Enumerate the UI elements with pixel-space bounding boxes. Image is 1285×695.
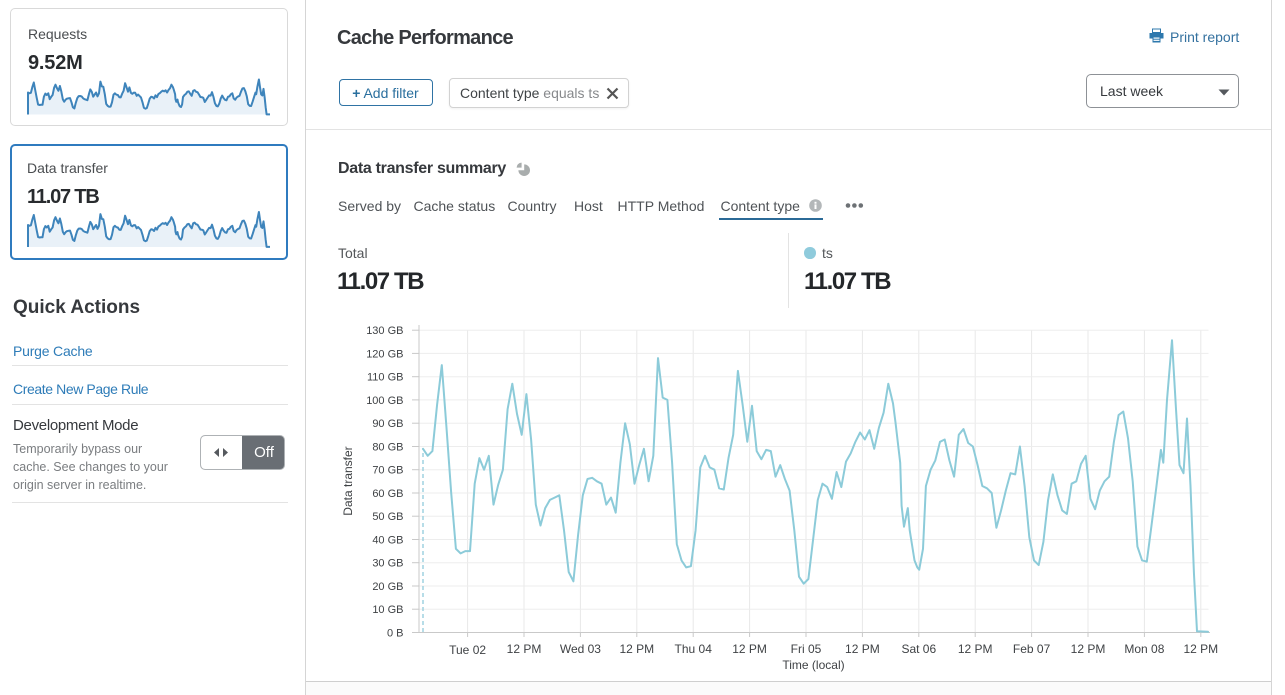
svg-text:110 GB: 110 GB	[367, 372, 404, 384]
svg-text:50 GB: 50 GB	[372, 511, 403, 523]
svg-text:12 PM: 12 PM	[732, 642, 767, 656]
svg-text:80 GB: 80 GB	[372, 442, 403, 454]
svg-text:120 GB: 120 GB	[366, 348, 403, 360]
svg-text:Thu 04: Thu 04	[675, 642, 713, 656]
svg-text:130 GB: 130 GB	[366, 325, 403, 337]
svg-text:12 PM: 12 PM	[507, 642, 542, 656]
svg-text:12 PM: 12 PM	[1071, 642, 1106, 656]
svg-text:12 PM: 12 PM	[845, 642, 880, 656]
svg-text:0 B: 0 B	[387, 628, 404, 640]
svg-text:Wed 03: Wed 03	[560, 642, 601, 656]
svg-text:10 GB: 10 GB	[372, 604, 403, 616]
svg-text:Feb 07: Feb 07	[1013, 642, 1051, 656]
svg-text:20 GB: 20 GB	[372, 581, 403, 593]
svg-text:70 GB: 70 GB	[372, 465, 403, 477]
svg-text:Data transfer: Data transfer	[341, 446, 355, 515]
svg-text:12 PM: 12 PM	[619, 642, 654, 656]
svg-text:90 GB: 90 GB	[372, 418, 403, 430]
svg-text:40 GB: 40 GB	[372, 535, 403, 547]
svg-text:60 GB: 60 GB	[372, 488, 403, 500]
svg-text:12 PM: 12 PM	[958, 642, 993, 656]
svg-text:100 GB: 100 GB	[366, 395, 403, 407]
svg-text:Fri 05: Fri 05	[791, 642, 822, 656]
svg-text:Mon 08: Mon 08	[1124, 642, 1164, 656]
svg-text:Sat 06: Sat 06	[901, 642, 936, 656]
svg-text:Time (local): Time (local)	[782, 658, 844, 672]
svg-text:Tue 02: Tue 02	[449, 643, 486, 657]
svg-text:12 PM: 12 PM	[1183, 642, 1218, 656]
svg-text:30 GB: 30 GB	[372, 558, 403, 570]
